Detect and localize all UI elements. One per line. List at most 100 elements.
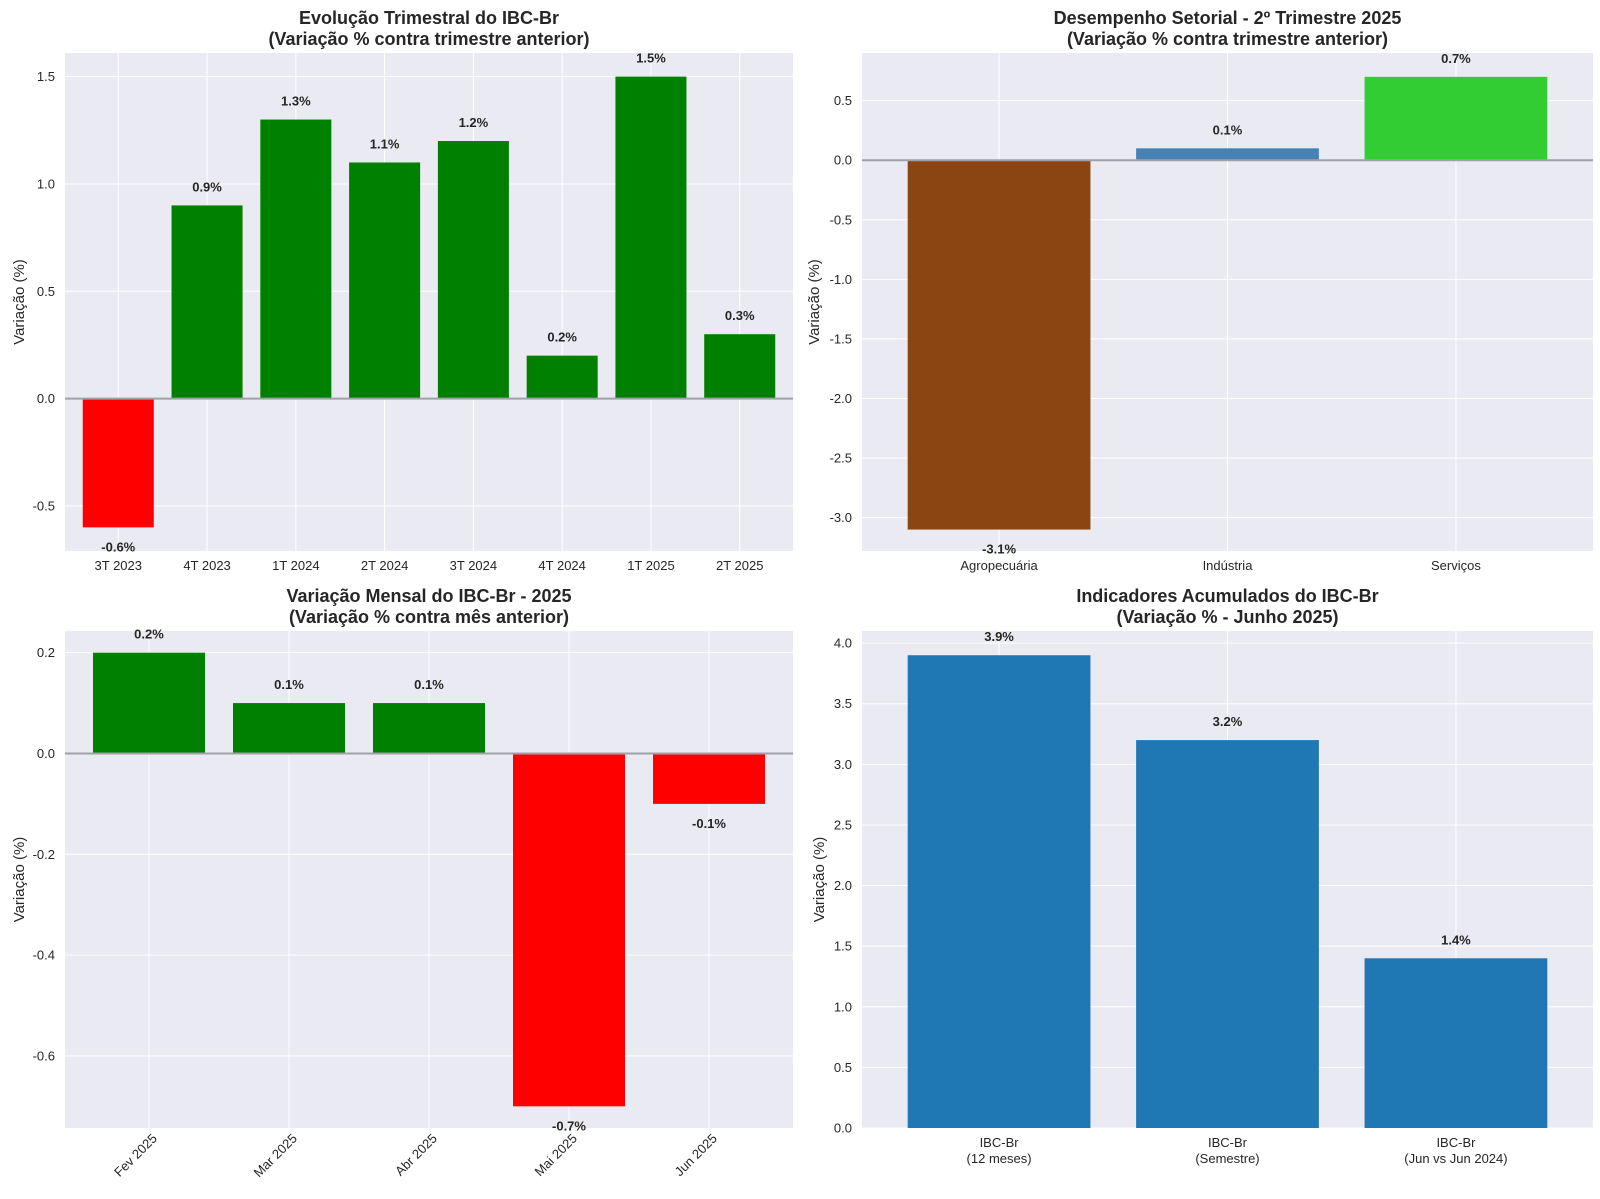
y-axis-label: Variação (%): [811, 837, 828, 923]
y-tick-label: -2.0: [830, 391, 852, 406]
chart-title: Variação Mensal do IBC-Br - 2025: [286, 586, 571, 606]
x-tick-label: Abr 2025: [392, 1131, 440, 1179]
y-tick-label: 0.5: [834, 93, 852, 108]
y-tick-label: 1.0: [37, 176, 55, 191]
y-tick-label: -1.0: [830, 272, 852, 287]
x-tick-label: IBC-Br (12 meses): [967, 1135, 1032, 1166]
x-tick-label: Mar 2025: [251, 1131, 300, 1180]
bar-indústria: [1136, 148, 1319, 161]
y-tick-label: -0.4: [33, 948, 55, 963]
bar-ibc-br--12-meses-: [907, 655, 1091, 1128]
data-label: 3.2%: [1213, 714, 1243, 729]
bar-abr-2025: [373, 703, 485, 754]
data-label: 0.2%: [134, 627, 164, 642]
y-tick-label: 0.0: [834, 153, 852, 168]
y-tick-label: 2.0: [834, 878, 852, 893]
y-tick-label: -2.5: [830, 451, 852, 466]
y-tick-label: 2.5: [834, 817, 852, 832]
data-label: -3.1%: [982, 542, 1016, 557]
x-tick-label: 1T 2025: [627, 558, 674, 573]
x-tick-label: Jun 2025: [672, 1131, 720, 1179]
bar-agropecuária: [907, 160, 1091, 530]
x-tick-label: IBC-Br (Jun vs Jun 2024): [1404, 1135, 1507, 1166]
y-tick-label: -1.5: [830, 331, 852, 346]
y-tick-label: 3.0: [834, 757, 852, 772]
x-tick-label: 1T 2024: [272, 558, 319, 573]
chart-subtitle: (Variação % contra mês anterior): [289, 607, 569, 627]
chart-title: Desempenho Setorial - 2º Trimestre 2025: [1054, 8, 1402, 28]
x-tick-label: Indústria: [1203, 558, 1254, 573]
bar-2t-2025: [704, 334, 776, 399]
chart-title: Evolução Trimestral do IBC-Br: [299, 8, 559, 28]
x-tick-label: 4T 2024: [538, 558, 585, 573]
x-tick-label: Mai 2025: [532, 1131, 580, 1179]
chart-subtitle: (Variação % contra trimestre anterior): [1067, 29, 1388, 49]
data-label: 0.9%: [192, 179, 222, 194]
y-tick-label: 1.5: [37, 69, 55, 84]
x-tick-label: Fev 2025: [111, 1131, 160, 1180]
bar-1t-2025: [615, 76, 687, 399]
y-tick-label: 0.0: [834, 1121, 852, 1136]
data-label: -0.6%: [101, 539, 135, 554]
bar-ibc-br--jun-vs-jun-2024-: [1364, 958, 1548, 1128]
chart-subtitle: (Variação % contra trimestre anterior): [268, 29, 589, 49]
bar-serviços: [1364, 76, 1548, 161]
y-tick-label: 0.5: [37, 284, 55, 299]
y-tick-label: 4.0: [834, 636, 852, 651]
y-axis-label: Variação (%): [806, 259, 823, 345]
bar-4t-2024: [526, 355, 598, 399]
data-label: 1.4%: [1441, 932, 1471, 947]
y-tick-label: -0.5: [830, 212, 852, 227]
bar-fev-2025: [93, 652, 205, 754]
data-label: 0.1%: [1213, 122, 1243, 137]
data-label: 0.1%: [414, 677, 444, 692]
data-label: 3.9%: [984, 629, 1014, 644]
y-axis-label: Variação (%): [11, 837, 28, 923]
data-label: 0.7%: [1441, 51, 1471, 66]
x-tick-label: Serviços: [1431, 558, 1481, 573]
y-tick-label: 1.5: [834, 939, 852, 954]
data-label: 0.2%: [547, 330, 577, 345]
chart-accumulated: Indicadores Acumulados do IBC-Br(Variaçã…: [811, 586, 1593, 1166]
data-label: 1.1%: [370, 136, 400, 151]
data-label: 1.3%: [281, 94, 311, 109]
bar-1t-2024: [260, 119, 332, 399]
x-tick-label: 3T 2024: [450, 558, 497, 573]
y-tick-label: -0.5: [33, 498, 55, 513]
chart-title: Indicadores Acumulados do IBC-Br: [1076, 586, 1378, 606]
y-tick-label: 0.0: [37, 391, 55, 406]
bar-mar-2025: [233, 703, 345, 754]
x-tick-label: Agropecuária: [960, 558, 1038, 573]
data-label: -0.7%: [552, 1118, 586, 1133]
y-tick-label: 3.5: [834, 696, 852, 711]
y-tick-label: 0.5: [834, 1060, 852, 1075]
data-label: 0.3%: [725, 308, 755, 323]
x-tick-label: 2T 2024: [361, 558, 408, 573]
x-tick-label: 4T 2023: [183, 558, 230, 573]
chart-sectoral: Desempenho Setorial - 2º Trimestre 2025(…: [806, 8, 1593, 573]
data-label: 0.1%: [274, 677, 304, 692]
chart-monthly: Variação Mensal do IBC-Br - 2025(Variaçã…: [11, 586, 793, 1180]
bar-3t-2024: [437, 141, 509, 399]
bar-ibc-br--semestre-: [1136, 740, 1319, 1128]
y-tick-label: -0.6: [33, 1048, 55, 1063]
y-tick-label: 1.0: [834, 999, 852, 1014]
data-label: 1.2%: [459, 115, 489, 130]
chart-subtitle: (Variação % - Junho 2025): [1116, 607, 1338, 627]
bar-4t-2023: [171, 205, 243, 399]
y-tick-label: 0.2: [37, 645, 55, 660]
y-tick-label: -3.0: [830, 510, 852, 525]
x-tick-label: 2T 2025: [716, 558, 763, 573]
bar-mai-2025: [513, 753, 625, 1107]
y-axis-label: Variação (%): [11, 259, 28, 345]
bar-jun-2025: [653, 753, 765, 804]
x-tick-label: IBC-Br (Semestre): [1195, 1135, 1259, 1166]
x-tick-label: 3T 2023: [95, 558, 142, 573]
data-label: -0.1%: [692, 816, 726, 831]
y-tick-label: 0.0: [37, 746, 55, 761]
bar-3t-2023: [82, 398, 154, 528]
bar-2t-2024: [349, 162, 421, 399]
y-tick-label: -0.2: [33, 847, 55, 862]
data-label: 1.5%: [636, 51, 666, 66]
